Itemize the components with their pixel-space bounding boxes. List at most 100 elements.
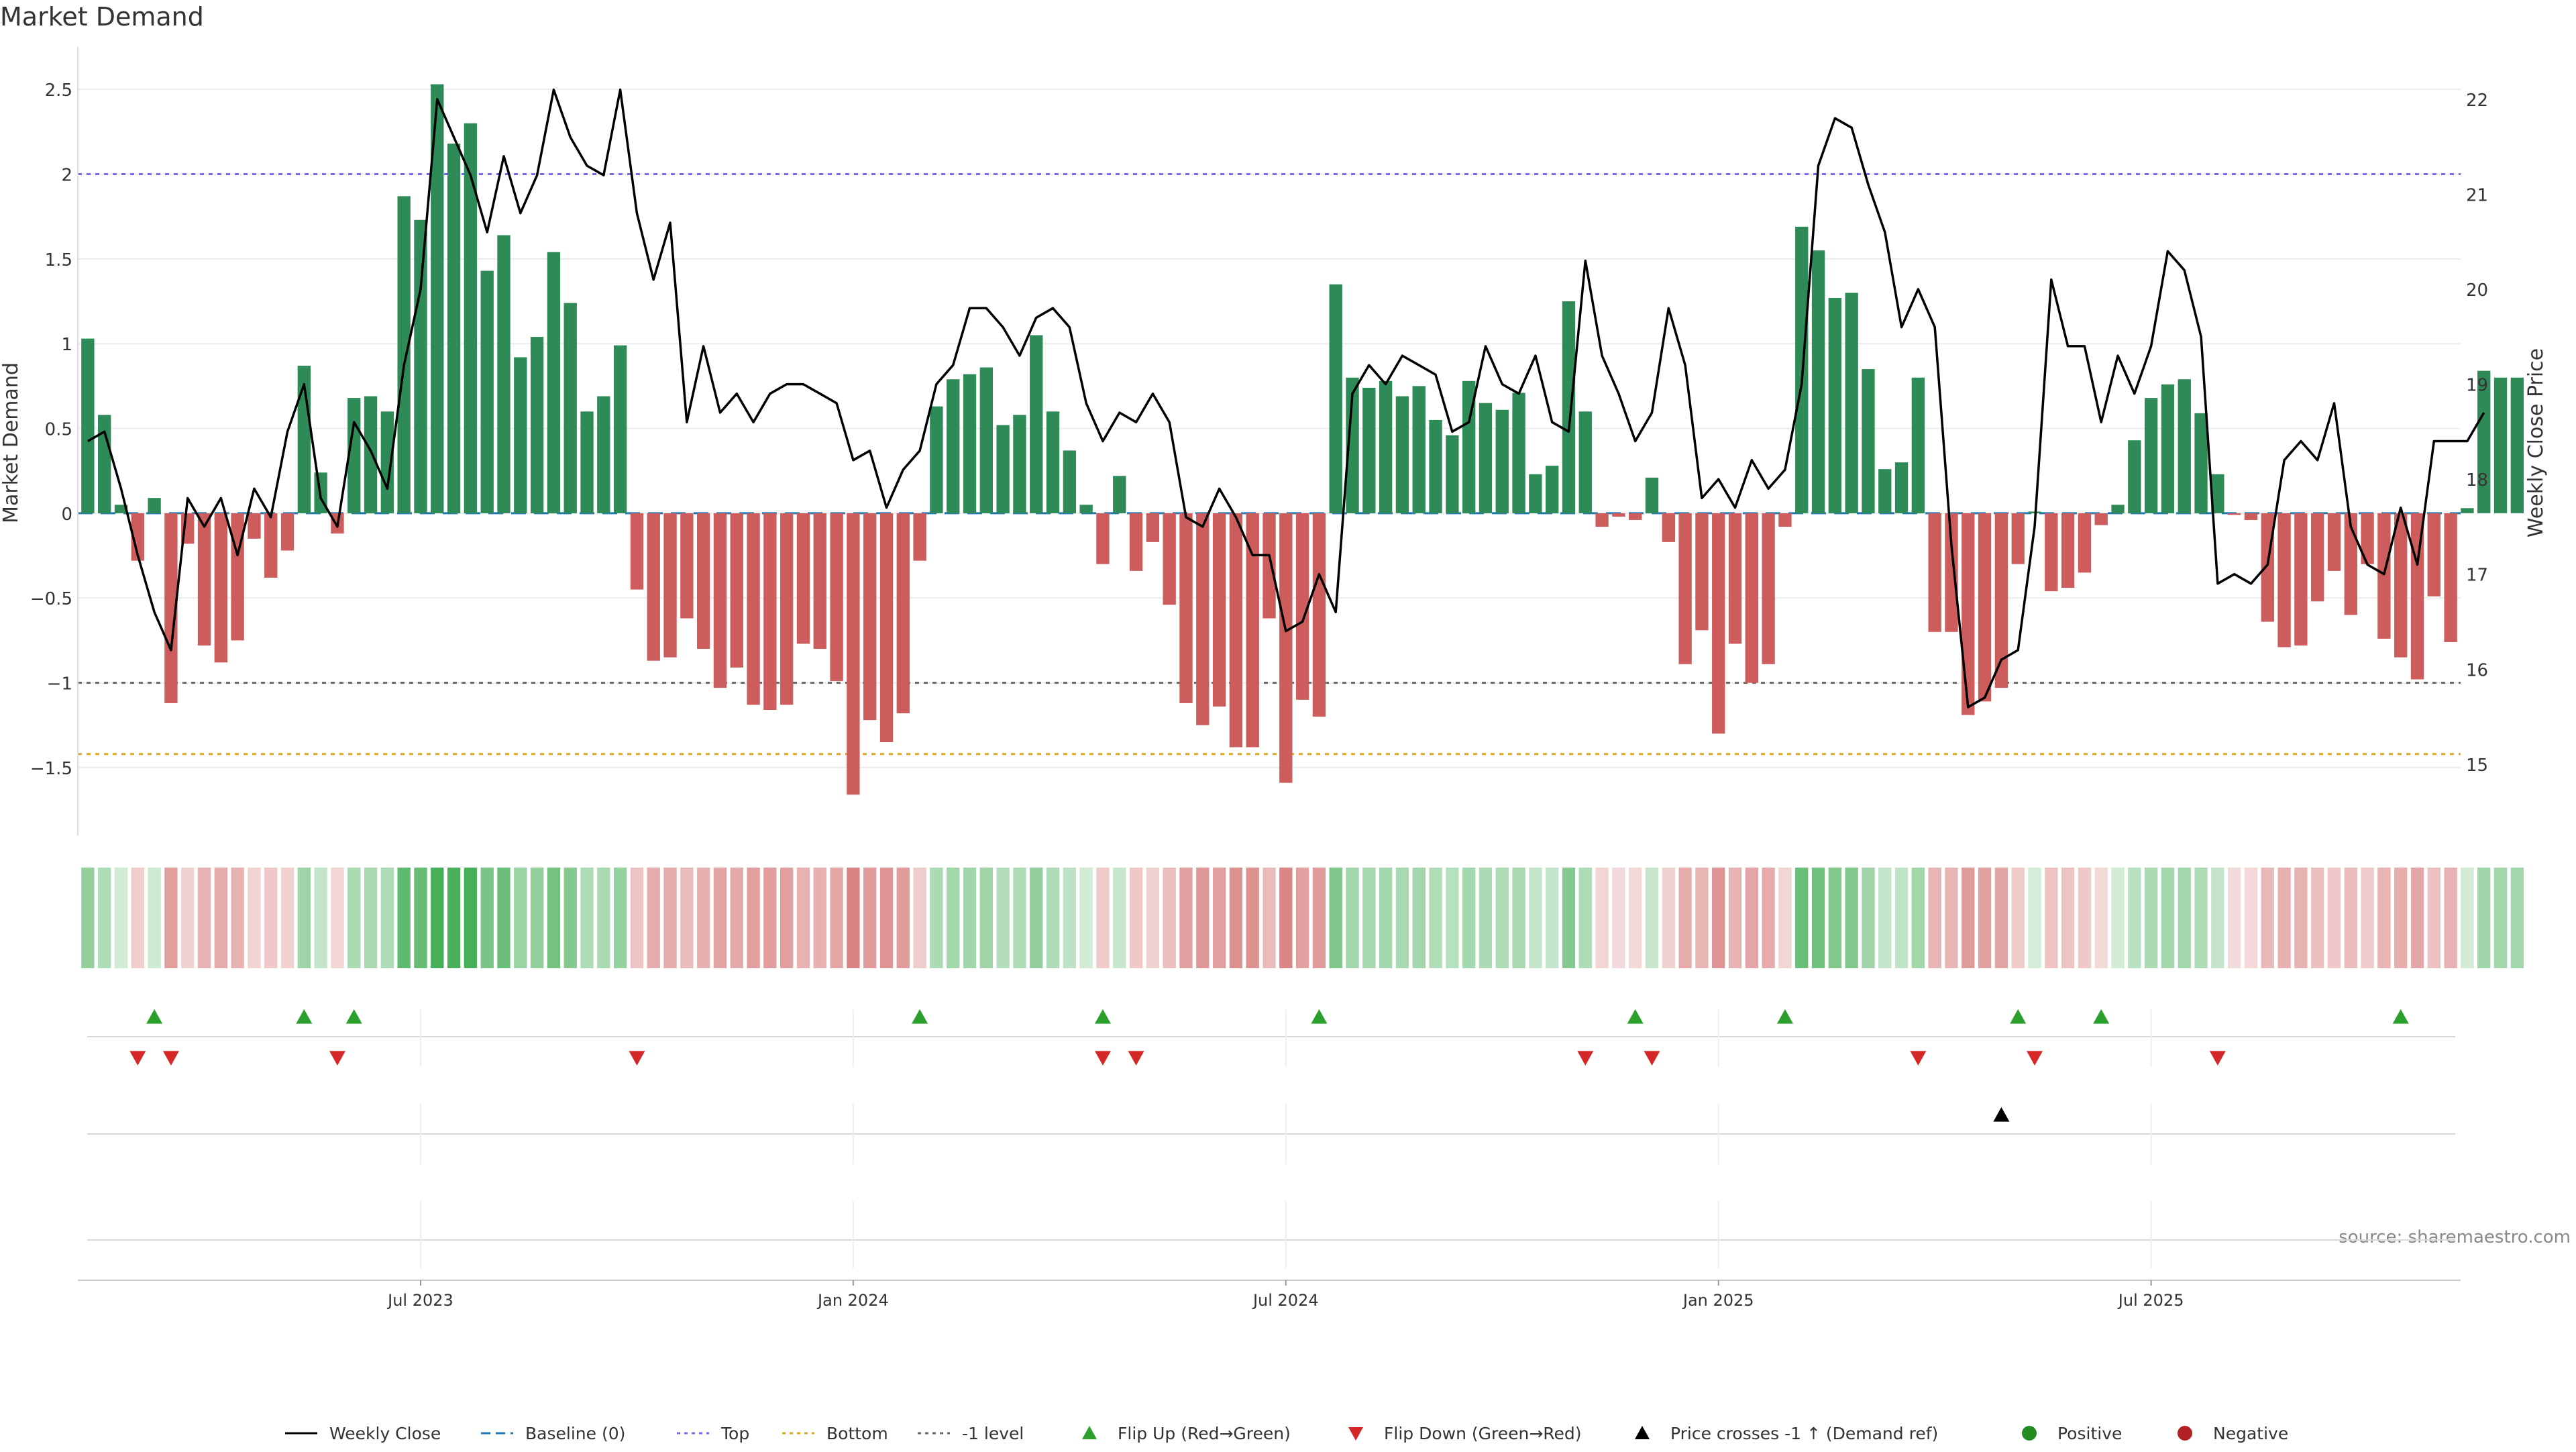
strip-cell: [1878, 868, 1892, 968]
strip-cell: [863, 868, 877, 968]
chart-title: Market Demand: [0, 2, 204, 32]
demand-bar: [763, 513, 777, 711]
strip-cell: [613, 868, 627, 968]
strip-cell: [1279, 868, 1293, 968]
strip-cell: [1828, 868, 1842, 968]
demand-bar: [1811, 250, 1825, 513]
strip-cell: [1778, 868, 1792, 968]
demand-bar: [431, 84, 444, 513]
flip-up-marker: [146, 1009, 163, 1024]
demand-bar: [1512, 393, 1525, 513]
demand-bar: [1179, 513, 1193, 703]
strip-cell: [1695, 868, 1709, 968]
demand-bar: [1462, 380, 1476, 513]
weekly-close-line: [87, 88, 2485, 709]
flip-up-marker: [2392, 1009, 2409, 1024]
legend-label: Weekly Close: [329, 1424, 441, 1443]
legend-label: Negative: [2213, 1424, 2288, 1443]
strip-cell: [431, 868, 444, 968]
demand-bar: [364, 396, 378, 513]
demand-bar: [131, 513, 144, 561]
strip-cell: [2244, 868, 2258, 968]
strip-cell: [930, 868, 943, 968]
strip-cell: [2128, 868, 2141, 968]
strip-cell: [730, 868, 743, 968]
strip-cell: [663, 868, 677, 968]
strip-cell: [1512, 868, 1525, 968]
demand-bar: [630, 513, 644, 590]
demand-bar: [464, 123, 478, 513]
x-tick-label: Jul 2025: [2117, 1291, 2184, 1310]
demand-bar: [730, 513, 743, 668]
strip-cell: [896, 868, 910, 968]
legend-swatch-triangle-up: [1635, 1426, 1650, 1439]
demand-bar: [1312, 513, 1326, 717]
strip-cell: [514, 868, 527, 968]
strip-cell: [2444, 868, 2457, 968]
strip-cell: [2261, 868, 2274, 968]
legend-label: Flip Up (Red→Green): [1118, 1424, 1291, 1443]
demand-bar: [197, 513, 211, 645]
demand-bar: [580, 411, 594, 513]
demand-bar: [2094, 513, 2108, 525]
flip-down-marker: [1644, 1051, 1660, 1066]
flip-up-marker: [2010, 1009, 2027, 1024]
y2-tick-label: 16: [2466, 660, 2488, 680]
flip-down-marker: [329, 1051, 345, 1066]
strip-cell: [1030, 868, 1043, 968]
demand-bar: [780, 513, 794, 705]
strip-cell: [1446, 868, 1459, 968]
demand-bar: [1495, 409, 1509, 513]
demand-bar: [1196, 513, 1210, 725]
strip-cell: [1395, 868, 1409, 968]
strip-cell: [447, 868, 461, 968]
strip-cell: [1595, 868, 1609, 968]
demand-bar: [2394, 513, 2408, 658]
demand-bar: [1329, 284, 1342, 513]
x-tick-label: Jul 2023: [386, 1291, 453, 1310]
y2-tick-label: 22: [2466, 91, 2488, 111]
strip-cell: [1811, 868, 1825, 968]
strip-cell: [2377, 868, 2391, 968]
demand-bar: [547, 252, 561, 513]
strip-cell: [1079, 868, 1093, 968]
demand-bar: [1429, 419, 1442, 513]
demand-bar: [2444, 513, 2457, 642]
strip-cell: [1329, 868, 1342, 968]
strip-cell: [148, 868, 161, 968]
strip-cell: [414, 868, 427, 968]
legend-label: -1 level: [962, 1424, 1024, 1443]
strip-cell: [1013, 868, 1026, 968]
strip-cell: [1146, 868, 1160, 968]
strip-cell: [1462, 868, 1476, 968]
demand-bar: [879, 513, 894, 743]
demand-bar: [1928, 513, 1941, 632]
strip-cell: [347, 868, 361, 968]
demand-bar: [830, 513, 843, 682]
strip-cell: [1762, 868, 1775, 968]
strip-cell: [280, 868, 294, 968]
demand-bar: [2361, 513, 2374, 564]
strip-cell: [1712, 868, 1725, 968]
flip-up-marker: [1311, 1009, 1328, 1024]
strip-cell: [2111, 868, 2125, 968]
strip-cell: [680, 868, 694, 968]
demand-bar: [747, 513, 760, 705]
strip-cell: [996, 868, 1010, 968]
demand-bar: [1212, 513, 1226, 707]
strip-cell: [747, 868, 760, 968]
strip-cell: [1362, 868, 1376, 968]
y2-axis-label: Weekly Close Price: [2524, 348, 2548, 537]
demand-bar: [1446, 435, 1459, 513]
flip-down-marker: [1910, 1051, 1927, 1066]
demand-bar: [480, 270, 494, 513]
legend-label: Baseline (0): [525, 1424, 625, 1443]
strip-cell: [1612, 868, 1625, 968]
strip-cell: [1529, 868, 1542, 968]
demand-bar: [2061, 513, 2075, 588]
strip-cell: [1862, 868, 1875, 968]
strip-cell: [1229, 868, 1243, 968]
strip-cell: [131, 868, 144, 968]
